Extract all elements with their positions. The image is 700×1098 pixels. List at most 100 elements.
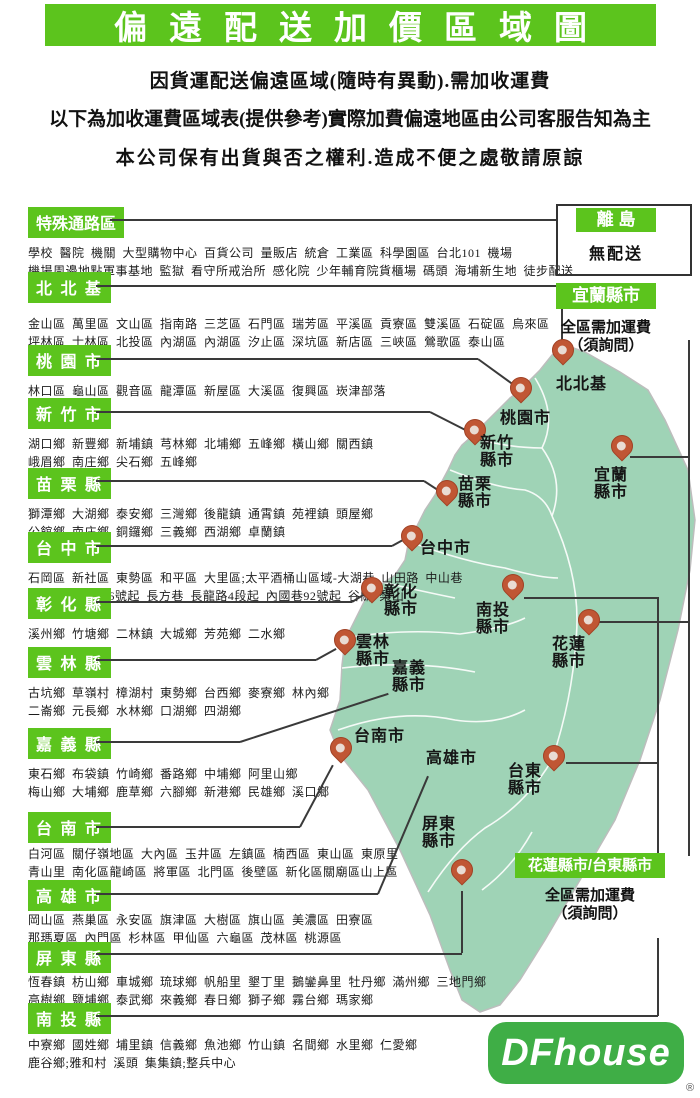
connector-line <box>96 285 563 287</box>
pin-label: 台中市 <box>420 540 472 557</box>
pin-label: 彰化 縣市 <box>384 584 419 618</box>
section-line: 坪林區 士林區 北投區 內湖區 內湖區 汐止區 深坑區 新店區 三峽區 鶯歌區 … <box>28 335 506 349</box>
section-chiayi: 嘉 義 縣 東石鄉 布袋鎮 竹崎鄉 番路鄉 中埔鄉 阿里山鄉梅山鄉 大埔鄉 鹿草… <box>28 728 588 801</box>
pin-label: 花蓮 縣市 <box>552 636 587 670</box>
section-line: 東石鄉 布袋鎮 竹崎鄉 番路鄉 中埔鄉 阿里山鄉 <box>28 767 299 781</box>
islands-note: 無配送 <box>588 246 643 263</box>
section-line: 機場周邊地點軍事基地 監獄 看守所戒治所 感化院 少年輔育院貨櫃場 碼頭 海埔新… <box>28 264 574 278</box>
connector-line <box>96 953 462 955</box>
section-taoyuan: 桃 園 市 林口區 龜山區 觀音區 龍潭區 新屋區 大溪區 復興區 崁津部落 <box>28 345 588 400</box>
section-special-channels: 特殊通路區 學校 醫院 機關 大型購物中心 百貨公司 量販店 統倉 工業區 科學… <box>28 207 588 280</box>
section-label: 雲 林 縣 <box>28 647 111 678</box>
yilan-label: 宜蘭縣市 <box>556 283 656 309</box>
dfhouse-logo: DFhouse <box>488 1022 684 1084</box>
section-line: 林口區 龜山區 觀音區 龍潭區 新屋區 大溪區 復興區 崁津部落 <box>28 384 387 398</box>
section-line: 峨眉鄉 南庄鄉 尖石鄉 五峰鄉 <box>28 455 198 469</box>
connector-line <box>657 938 659 1016</box>
section-line: 鹿谷鄉;雅和村 溪頭 集集鎮;整兵中心 <box>28 1056 237 1070</box>
pin-label: 嘉義 縣市 <box>392 660 427 694</box>
east-coast-note-2: （須詢問） <box>552 906 628 922</box>
section-label: 特殊通路區 <box>28 207 125 238</box>
section-line: 金山區 萬里區 文山區 指南路 三芝區 石門區 瑞芳區 平溪區 貢寮區 雙溪區 … <box>28 317 550 331</box>
registered-trademark-symbol: ® <box>686 1082 695 1094</box>
connector-line <box>96 411 430 413</box>
section-label: 台 中 市 <box>28 532 111 563</box>
section-line: 學校 醫院 機關 大型購物中心 百貨公司 量販店 統倉 工業區 科學園區 台北1… <box>28 246 513 260</box>
section-label: 苗 栗 縣 <box>28 468 111 499</box>
connector-line <box>598 621 688 623</box>
pin-label: 雲林 縣市 <box>356 634 391 668</box>
connector-line <box>96 1015 658 1017</box>
section-hsinchu: 新 竹 市 湖口鄉 新豐鄉 新埔鎮 芎林鄉 北埔鄉 五峰鄉 橫山鄉 關西鎮 峨眉鄉… <box>28 398 588 471</box>
connector-line <box>96 480 424 482</box>
connector-line <box>566 762 657 764</box>
section-yunlin: 雲 林 縣 古坑鄉 草嶺村 樟湖村 東勢鄉 台西鄉 麥寮鄉 林內鄉 二崙鄉 元長鄉… <box>28 647 588 720</box>
pin-label: 高雄市 <box>426 750 478 767</box>
section-line: 獅潭鄉 大湖鄉 泰安鄉 三灣鄉 後龍鎮 通霄鎮 苑裡鎮 頭屋鄉 <box>28 507 374 521</box>
section-line: 那瑪夏區 內門區 杉林區 甲仙區 六龜區 茂林區 桃源區 <box>28 931 343 945</box>
section-line: 白河區 關仔嶺地區 大內區 玉井區 左鎮區 楠西區 東山區 東原里 <box>28 847 399 861</box>
section-changhua: 彰 化 縣 溪州鄉 竹塘鄉 二林鎮 大城鄉 芳苑鄉 二水鄉 <box>28 588 588 643</box>
section-taichung: 台 中 市 石岡區 新社區 東勢區 和平區 大里區;太平酒桶山區域-大湖巷 山田… <box>28 532 588 605</box>
county-borders <box>337 377 578 893</box>
section-label: 北 北 基 <box>28 272 111 303</box>
section-line: 梅山鄉 大埔鄉 鹿草鄉 六腳鄉 新港鄉 民雄鄉 溪口鄉 <box>28 785 330 799</box>
section-label: 南 投 縣 <box>28 1003 111 1034</box>
yilan-note-1: 全區需加運費 <box>560 320 651 336</box>
taiwan-map <box>329 344 696 1013</box>
section-line: 中寮鄉 國姓鄉 埔里鎮 信義鄉 魚池鄉 竹山鎮 名間鄉 水里鄉 仁愛鄉 <box>28 1038 418 1052</box>
pin-label: 屏東 縣市 <box>422 816 457 850</box>
connector-line <box>96 601 352 603</box>
section-line: 高樹鄉 鹽埔鄉 泰武鄉 來義鄉 春日鄉 獅子鄉 霧台鄉 瑪家鄉 <box>28 993 374 1007</box>
section-kaohsiung: 高 雄 市 岡山區 燕巢區 永安區 旗津區 大樹區 旗山區 美濃區 田寮區 那瑪夏… <box>28 880 588 947</box>
section-label: 屏 東 縣 <box>28 942 111 973</box>
connector-line <box>657 597 659 853</box>
east-coast-note-1: 全區需加運費 <box>544 888 635 904</box>
connector-line <box>96 659 316 661</box>
connector-line <box>96 545 392 547</box>
subtitle-line-3: 本公司保有出貨與否之權利.造成不便之處敬請原諒 <box>115 148 585 169</box>
subtitle-line-2: 以下為加收運費區域表(提供參考)實際加費偏遠地區由公司客服告知為主 <box>49 109 651 130</box>
section-line: 恆春鎮 枋山鄉 車城鄉 琉球鄉 帆船里 墾丁里 鵝鑾鼻里 牡丹鄉 滿州鄉 三地門… <box>28 975 487 989</box>
pin-label: 北北基 <box>556 376 608 393</box>
pin-label: 新竹 縣市 <box>480 435 515 469</box>
pin-label: 台東 縣市 <box>508 763 543 797</box>
connector-line <box>461 891 463 953</box>
pin-label: 台南市 <box>354 728 406 745</box>
section-line: 石岡區 新社區 東勢區 和平區 大里區;太平酒桶山區域-大湖巷 山田路 中山巷 <box>28 571 463 585</box>
section-label: 新 竹 市 <box>28 398 111 429</box>
section-pingtung: 屏 東 縣 恆春鎮 枋山鄉 車城鄉 琉球鄉 帆船里 墾丁里 鵝鑾鼻里 牡丹鄉 滿… <box>28 942 588 1009</box>
section-line: 湖口鄉 新豐鄉 新埔鎮 芎林鄉 北埔鄉 五峰鄉 橫山鄉 關西鎮 <box>28 437 374 451</box>
page-title: 偏遠配送加價區域圖 <box>114 11 609 47</box>
connector-line <box>561 285 563 341</box>
islands-label: 離 島 <box>576 208 656 232</box>
islands-box <box>556 204 692 276</box>
yilan-note-2: （須詢問） <box>568 338 644 354</box>
section-line: 北田路 265/256號起 長方巷 長龍路4段起 內國巷92號起 谷關 梨山 <box>28 589 405 603</box>
connector-line <box>96 893 378 895</box>
connector-line <box>630 456 688 458</box>
section-line: 古坑鄉 草嶺村 樟湖村 東勢鄉 台西鄉 麥寮鄉 林內鄉 <box>28 686 330 700</box>
section-label: 嘉 義 縣 <box>28 728 111 759</box>
connector-line <box>524 597 657 599</box>
section-line: 青山里 南化區龍崎區 將軍區 北門區 後壁區 新化區關廟區山上區 <box>28 865 399 879</box>
section-label: 桃 園 市 <box>28 345 111 376</box>
pin-label: 苗栗 縣市 <box>458 476 493 510</box>
section-tainan: 台 南 市 白河區 關仔嶺地區 大內區 玉井區 左鎮區 楠西區 東山區 東原里青… <box>28 812 588 881</box>
subtitle-line-1: 因貨運配送偏遠區域(隨時有異動).需加收運費 <box>149 71 551 92</box>
dfhouse-logo-text: DFhouse <box>501 1031 671 1074</box>
section-label: 高 雄 市 <box>28 880 111 911</box>
title-banner: 偏遠配送加價區域圖 <box>45 4 656 47</box>
section-line: 溪州鄉 竹塘鄉 二林鎮 大城鄉 芳苑鄉 二水鄉 <box>28 627 286 641</box>
section-line: 岡山區 燕巢區 永安區 旗津區 大樹區 旗山區 美濃區 田寮區 <box>28 913 374 927</box>
connector-line <box>96 826 300 828</box>
pin-label: 宜蘭 縣市 <box>594 467 629 501</box>
connector-line <box>96 358 478 360</box>
section-line: 二崙鄉 元長鄉 水林鄉 口湖鄉 四湖鄉 <box>28 704 242 718</box>
east-coast-label: 花蓮縣市/台東縣市 <box>515 853 665 878</box>
connector-line <box>96 741 240 743</box>
pin-label: 南投 縣市 <box>476 602 511 636</box>
section-miaoli: 苗 栗 縣 獅潭鄉 大湖鄉 泰安鄉 三灣鄉 後龍鎮 通霄鎮 苑裡鎮 頭屋鄉 公館鄉… <box>28 468 588 541</box>
section-taipei-keelung: 北 北 基 金山區 萬里區 文山區 指南路 三芝區 石門區 瑞芳區 平溪區 貢寮… <box>28 272 588 351</box>
